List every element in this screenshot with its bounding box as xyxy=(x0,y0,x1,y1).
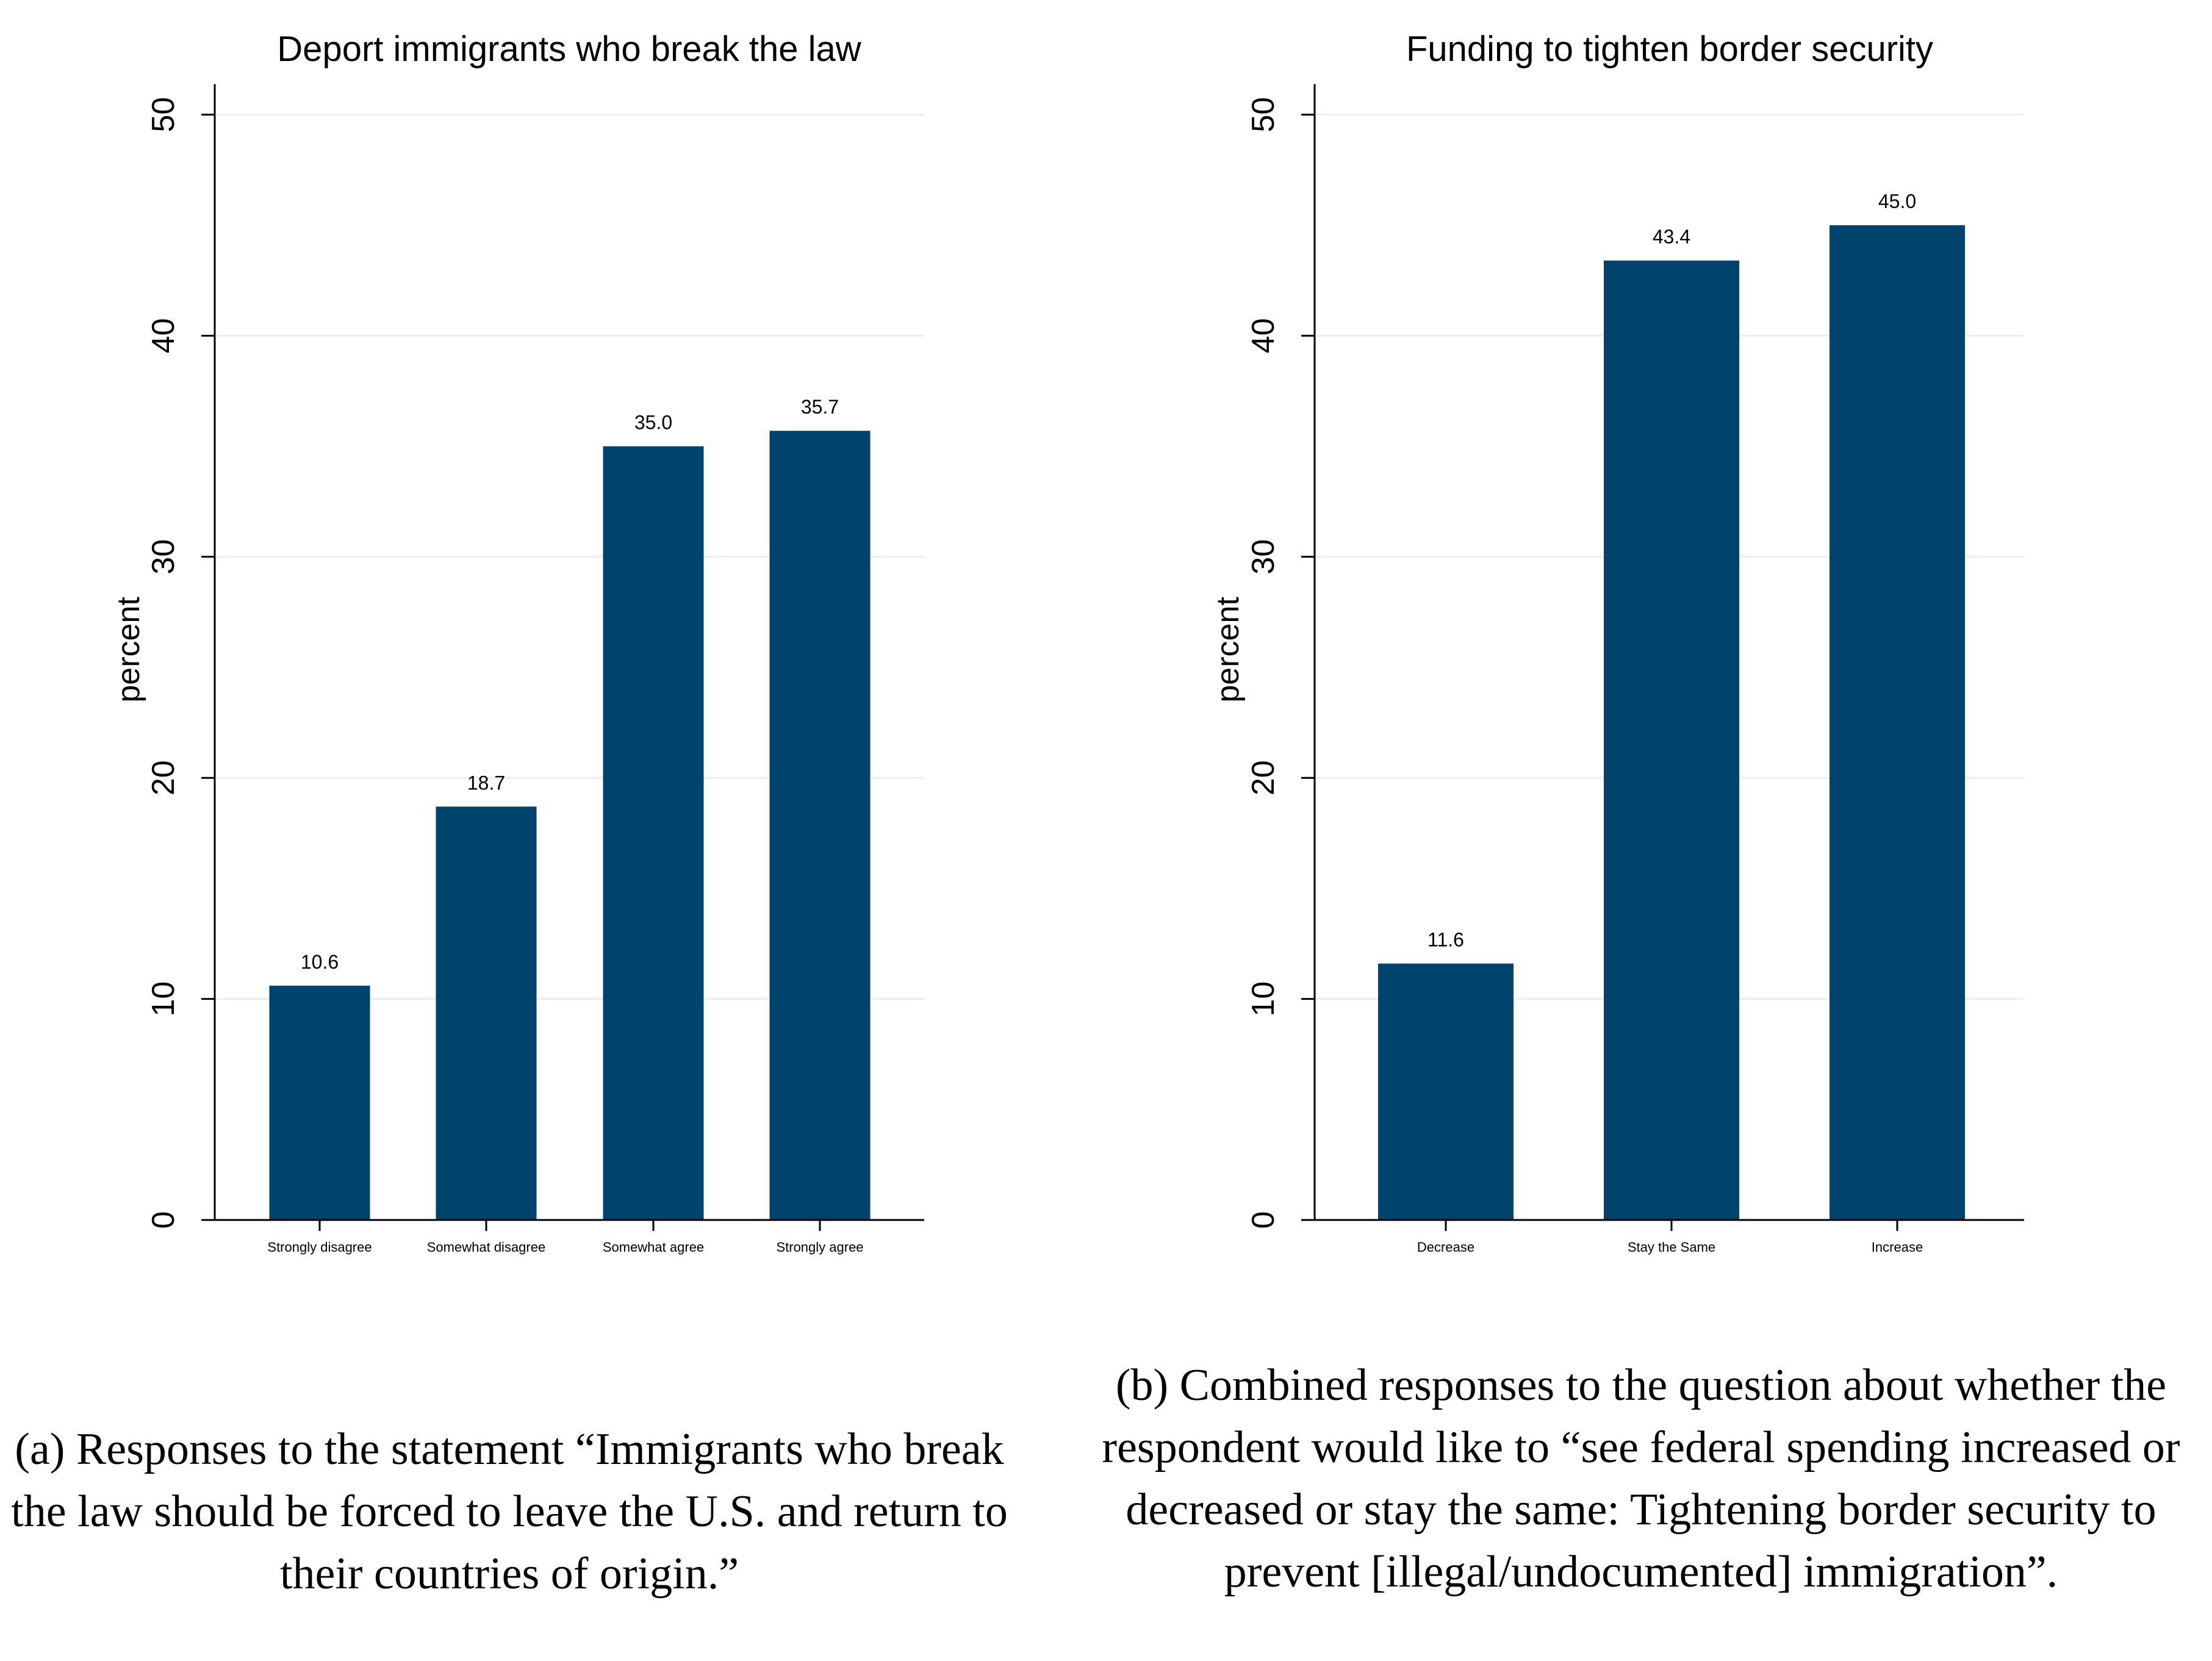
chart-title: Deport immigrants who break the law xyxy=(277,29,862,69)
category-label-0: Decrease xyxy=(1417,1239,1474,1255)
value-label-1: 43.4 xyxy=(1653,226,1690,248)
y-tick-label: 50 xyxy=(146,97,181,132)
bar-2 xyxy=(603,446,704,1220)
value-label-2: 35.0 xyxy=(634,412,672,434)
bar-1 xyxy=(436,806,537,1220)
chart-title: Funding to tighten border security xyxy=(1406,29,1933,69)
value-label-2: 45.0 xyxy=(1878,190,1916,212)
caption-b: (b) Combined responses to the question a… xyxy=(1102,1360,2180,1597)
category-label-1: Somewhat disagree xyxy=(427,1239,545,1255)
value-label-3: 35.7 xyxy=(801,396,839,418)
y-tick-label: 40 xyxy=(1246,318,1281,353)
y-axis-label: percent xyxy=(111,597,146,703)
bar-2 xyxy=(1830,225,1965,1221)
y-tick-label: 30 xyxy=(1246,539,1281,575)
value-label-0: 11.6 xyxy=(1427,929,1464,951)
bar-3 xyxy=(769,431,871,1221)
category-label-0: Strongly disagree xyxy=(267,1239,372,1255)
y-tick-label: 0 xyxy=(146,1211,181,1229)
chart-border-security-funding: 11.6 Decrease 43.4 Stay the Same 45.0 Increas… xyxy=(1210,29,2024,1255)
y-tick-label: 30 xyxy=(146,539,181,575)
y-tick-label: 20 xyxy=(1246,760,1281,795)
bar-1 xyxy=(1604,260,1739,1221)
bar-0 xyxy=(1378,963,1514,1220)
y-tick-label: 0 xyxy=(1246,1211,1281,1229)
category-label-2: Increase xyxy=(1872,1239,1923,1255)
category-label-2: Somewhat agree xyxy=(603,1239,704,1255)
category-label-3: Strongly agree xyxy=(776,1239,863,1255)
y-tick-label: 10 xyxy=(1246,981,1281,1017)
y-tick-label: 50 xyxy=(1246,97,1281,132)
bar-0 xyxy=(269,985,370,1220)
y-tick-label: 40 xyxy=(146,318,181,353)
value-label-0: 10.6 xyxy=(301,951,339,973)
y-tick-label: 10 xyxy=(146,981,181,1017)
value-label-1: 18.7 xyxy=(467,772,505,794)
caption-a: (a) Responses to the statement “Immigran… xyxy=(11,1424,1008,1599)
chart-deport-immigrants: 10.6 Strongly disagree 18.7 Somewhat disagr… xyxy=(111,29,924,1255)
y-axis-label: percent xyxy=(1210,597,1246,703)
category-label-1: Stay the Same xyxy=(1628,1239,1715,1255)
y-tick-label: 20 xyxy=(146,760,181,795)
